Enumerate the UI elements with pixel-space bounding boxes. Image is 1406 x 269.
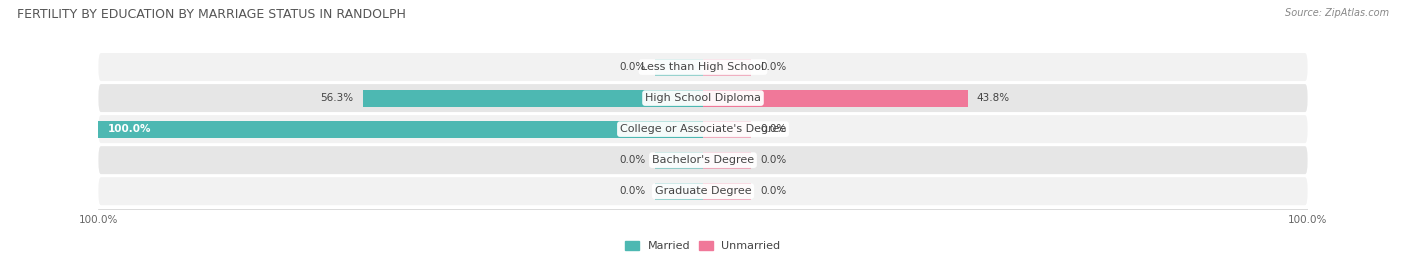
Text: 100.0%: 100.0%	[107, 124, 150, 134]
Bar	[703, 58, 751, 76]
Text: FERTILITY BY EDUCATION BY MARRIAGE STATUS IN RANDOLPH: FERTILITY BY EDUCATION BY MARRIAGE STATU…	[17, 8, 406, 21]
Text: High School Diploma: High School Diploma	[645, 93, 761, 103]
Text: 0.0%: 0.0%	[761, 186, 787, 196]
Bar	[655, 58, 703, 76]
Text: 0.0%: 0.0%	[761, 62, 787, 72]
Legend: Married, Unmarried: Married, Unmarried	[621, 236, 785, 256]
Text: Bachelor's Degree: Bachelor's Degree	[652, 155, 754, 165]
Text: 0.0%: 0.0%	[619, 62, 645, 72]
FancyBboxPatch shape	[98, 84, 1308, 112]
Text: 0.0%: 0.0%	[619, 186, 645, 196]
Bar	[703, 183, 751, 200]
FancyBboxPatch shape	[98, 115, 1308, 143]
Bar	[703, 152, 751, 169]
Bar	[655, 183, 703, 200]
FancyBboxPatch shape	[98, 177, 1308, 205]
Text: Graduate Degree: Graduate Degree	[655, 186, 751, 196]
Bar	[703, 121, 751, 138]
Text: 56.3%: 56.3%	[321, 93, 353, 103]
Text: Less than High School: Less than High School	[641, 62, 765, 72]
Bar	[363, 90, 703, 107]
FancyBboxPatch shape	[98, 146, 1308, 174]
Bar	[655, 152, 703, 169]
Bar	[98, 121, 703, 138]
Text: 0.0%: 0.0%	[761, 155, 787, 165]
Text: Source: ZipAtlas.com: Source: ZipAtlas.com	[1285, 8, 1389, 18]
Text: 43.8%: 43.8%	[977, 93, 1010, 103]
Bar	[703, 90, 967, 107]
FancyBboxPatch shape	[98, 53, 1308, 81]
Text: College or Associate's Degree: College or Associate's Degree	[620, 124, 786, 134]
Text: 0.0%: 0.0%	[761, 124, 787, 134]
Text: 0.0%: 0.0%	[619, 155, 645, 165]
